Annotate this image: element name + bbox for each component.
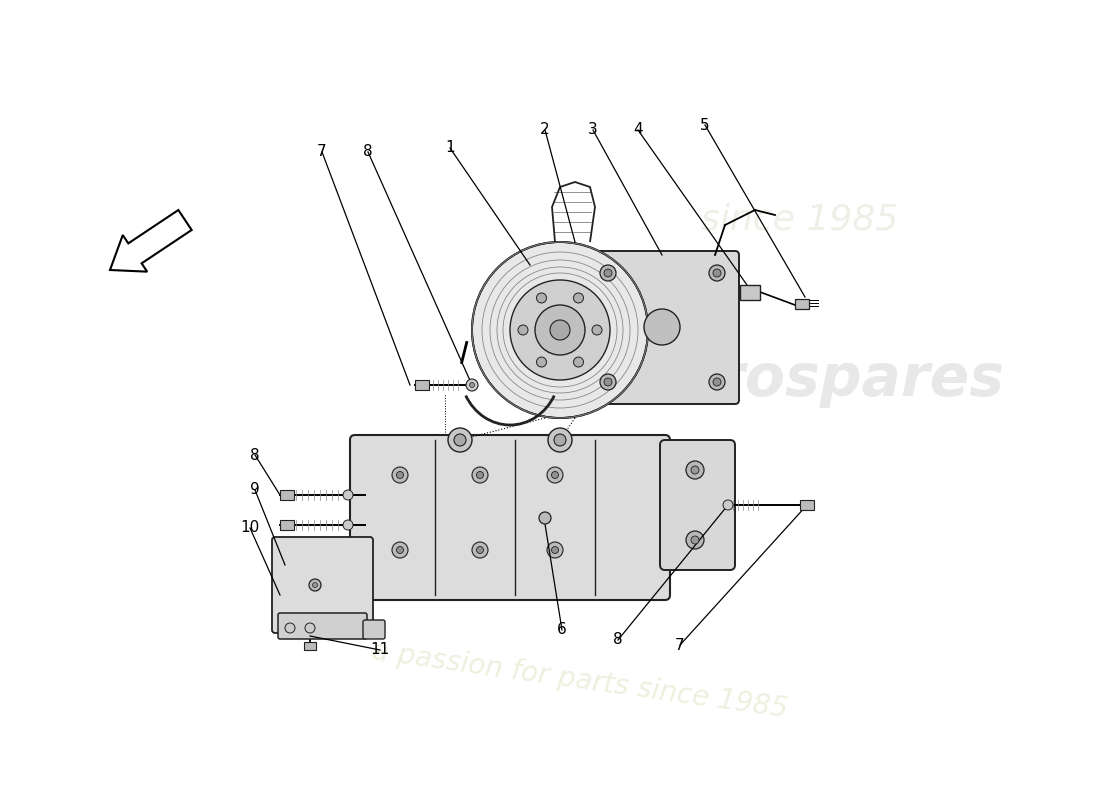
Circle shape [472, 467, 488, 483]
Circle shape [392, 542, 408, 558]
Text: a passion for parts since 1985: a passion for parts since 1985 [371, 637, 790, 723]
Circle shape [392, 467, 408, 483]
Circle shape [691, 466, 698, 474]
Circle shape [600, 265, 616, 281]
Text: since 1985: since 1985 [702, 203, 899, 237]
Circle shape [551, 546, 559, 554]
Circle shape [285, 623, 295, 633]
Text: 11: 11 [371, 642, 389, 658]
Circle shape [343, 520, 353, 530]
Text: 10: 10 [241, 521, 260, 535]
Text: 4: 4 [634, 122, 642, 138]
Circle shape [518, 325, 528, 335]
Circle shape [535, 305, 585, 355]
Circle shape [723, 500, 733, 510]
Circle shape [343, 490, 353, 500]
Circle shape [510, 280, 610, 380]
Circle shape [592, 325, 602, 335]
Circle shape [710, 265, 725, 281]
Circle shape [550, 320, 570, 340]
Circle shape [600, 374, 616, 390]
FancyBboxPatch shape [350, 435, 670, 600]
Text: eurospares: eurospares [636, 351, 1004, 409]
Text: 7: 7 [317, 145, 327, 159]
Circle shape [573, 357, 583, 367]
Circle shape [305, 623, 315, 633]
Text: 6: 6 [557, 622, 566, 638]
Text: 1: 1 [446, 141, 454, 155]
Circle shape [644, 309, 680, 345]
Circle shape [476, 471, 484, 478]
Circle shape [396, 471, 404, 478]
Bar [795, 299, 808, 309]
Circle shape [691, 536, 698, 544]
Bar [280, 490, 294, 500]
Circle shape [713, 378, 721, 386]
Circle shape [466, 379, 478, 391]
Circle shape [312, 582, 318, 587]
Text: 9: 9 [250, 482, 260, 498]
Circle shape [713, 269, 721, 277]
FancyBboxPatch shape [660, 440, 735, 570]
FancyBboxPatch shape [363, 620, 385, 639]
FancyBboxPatch shape [278, 613, 367, 639]
Text: 8: 8 [363, 145, 373, 159]
Text: 3: 3 [588, 122, 598, 138]
Circle shape [551, 471, 559, 478]
Circle shape [396, 546, 404, 554]
Text: 2: 2 [540, 122, 550, 138]
Circle shape [573, 293, 583, 303]
Circle shape [537, 357, 547, 367]
Circle shape [547, 467, 563, 483]
Circle shape [710, 374, 725, 390]
Circle shape [604, 269, 612, 277]
Polygon shape [110, 210, 191, 272]
Bar [740, 285, 760, 300]
FancyBboxPatch shape [586, 251, 739, 404]
Circle shape [476, 546, 484, 554]
Circle shape [554, 434, 566, 446]
Text: 5: 5 [701, 118, 710, 133]
Circle shape [309, 579, 321, 591]
Circle shape [470, 382, 474, 387]
FancyBboxPatch shape [272, 537, 373, 633]
Bar [280, 520, 294, 530]
Text: 8: 8 [613, 633, 623, 647]
Bar [800, 500, 814, 510]
Circle shape [604, 378, 612, 386]
Circle shape [686, 531, 704, 549]
Circle shape [547, 542, 563, 558]
Circle shape [539, 512, 551, 524]
Circle shape [448, 428, 472, 452]
Circle shape [686, 461, 704, 479]
Bar [304, 642, 316, 650]
Circle shape [472, 242, 648, 418]
Text: 8: 8 [250, 447, 260, 462]
Circle shape [548, 428, 572, 452]
Bar [415, 380, 429, 390]
Circle shape [454, 434, 466, 446]
Circle shape [472, 542, 488, 558]
Text: 7: 7 [675, 638, 685, 653]
Circle shape [537, 293, 547, 303]
